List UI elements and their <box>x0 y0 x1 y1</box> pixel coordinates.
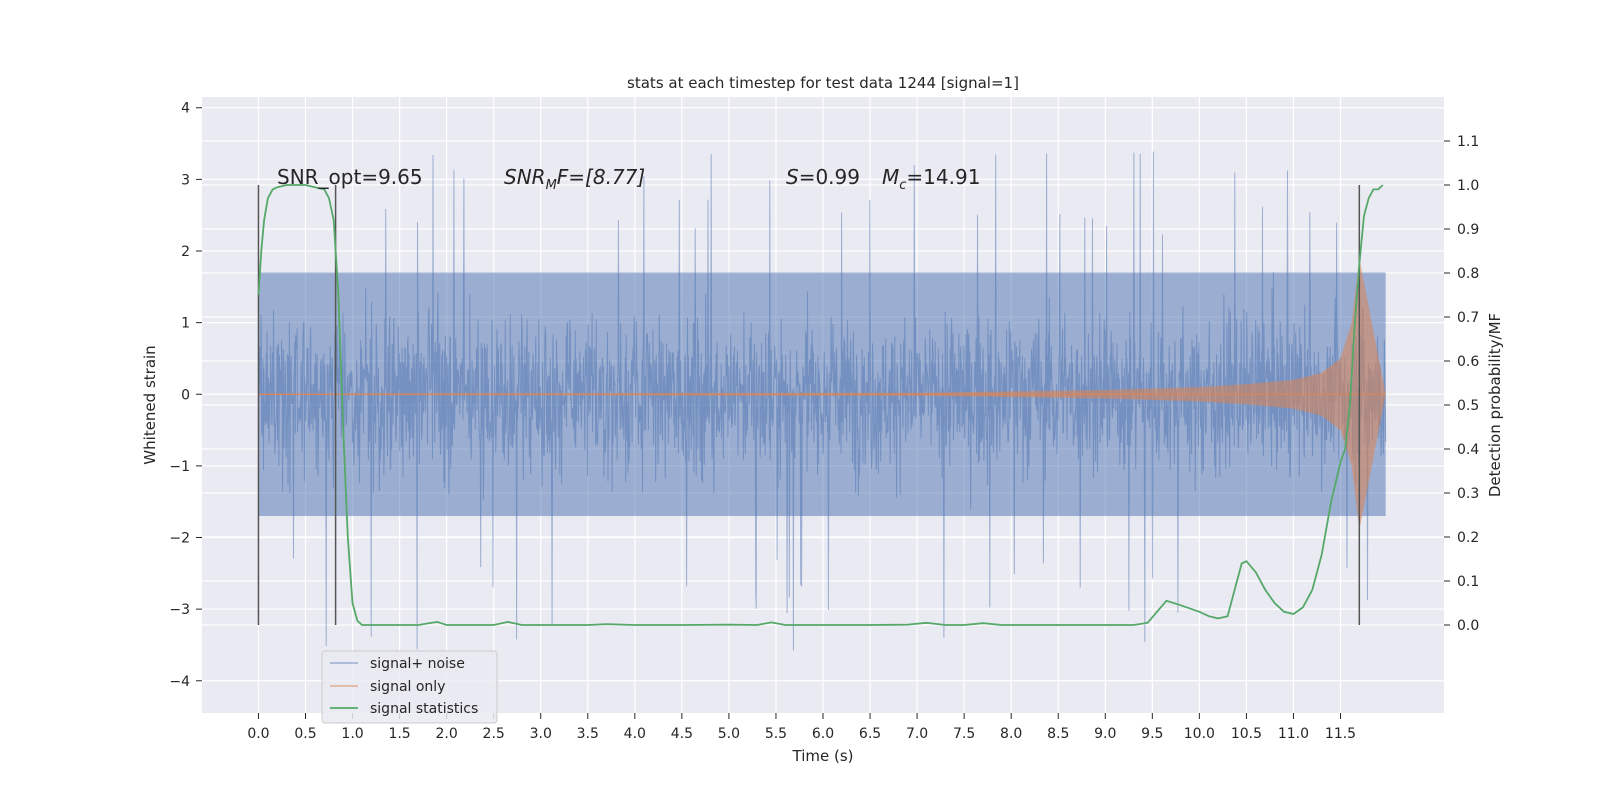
annotation-s-rest: =0.99 <box>799 165 860 189</box>
x-tick-label-5: 2.5 <box>483 726 505 742</box>
y-right-tick-label-1: 0.1 <box>1457 574 1479 590</box>
y-tick-label-2: −2 <box>169 531 190 547</box>
x-tick-label-1: 0.5 <box>294 726 316 742</box>
noise-trace <box>258 151 1387 651</box>
series-signal-statistics <box>257 184 1384 626</box>
legend-box <box>321 650 498 724</box>
x-tick-label-20: 10.0 <box>1184 726 1215 742</box>
chart-title: stats at each timestep for test data 124… <box>627 74 1019 92</box>
y-tick-label-3: −1 <box>169 459 190 475</box>
annotation-s-main: S <box>786 165 799 189</box>
y-tick-label-7: 3 <box>181 172 190 188</box>
x-axis: 0.0 0.5 1.0 1.5 2.0 2.5 3.0 3.5 4.0 4.5 5.0 5.5 6.0 6… <box>247 713 1356 742</box>
y-tick-label-4: 0 <box>181 387 190 403</box>
annotation-s: S=0.99 <box>786 165 860 189</box>
x-tick-label-23: 11.5 <box>1325 726 1356 742</box>
x-tick-label-15: 7.5 <box>953 726 975 742</box>
x-tick-label-4: 2.0 <box>436 726 458 742</box>
annotation-snr-mf-rest: F=[8.77] <box>557 165 645 189</box>
y-axis-left: −4 −3 −2 −1 0 1 2 3 4 <box>169 101 202 690</box>
y-tick-label-8: 4 <box>181 101 190 117</box>
x-tick-label-14: 7.0 <box>906 726 928 742</box>
y-axis-right: 0.0 0.1 0.2 0.3 0.4 0.5 0.6 0.7 0.8 0.9 1.0 1.1 <box>1444 134 1479 634</box>
stats-line <box>257 184 1384 626</box>
y-right-tick-label-5: 0.5 <box>1457 398 1479 414</box>
x-tick-label-17: 8.5 <box>1047 726 1069 742</box>
y-right-tick-label-8: 0.8 <box>1457 266 1479 282</box>
legend-label-signal-only: signal only <box>370 679 445 695</box>
y-right-tick-label-7: 0.7 <box>1457 310 1479 326</box>
y-tick-label-5: 1 <box>181 316 190 332</box>
annotation-mc: Mc=14.91 <box>882 165 980 193</box>
y-right-tick-label-0: 0.0 <box>1457 618 1479 634</box>
x-tick-label-22: 11.0 <box>1278 726 1309 742</box>
annotation-snr-mf-main: SNR <box>504 165 546 189</box>
x-tick-label-12: 6.0 <box>812 726 834 742</box>
series-signal-only <box>258 258 1386 531</box>
x-tick-label-2: 1.0 <box>341 726 363 742</box>
y-right-tick-label-3: 0.3 <box>1457 486 1479 502</box>
x-axis-label: Time (s) <box>792 747 854 765</box>
y-right-tick-label-2: 0.2 <box>1457 530 1479 546</box>
legend-label-signal-statistics: signal statistics <box>370 701 478 717</box>
y-right-tick-label-9: 0.9 <box>1457 222 1479 238</box>
y-right-tick-label-11: 1.1 <box>1457 134 1479 150</box>
x-tick-label-21: 10.5 <box>1231 726 1262 742</box>
y-right-tick-label-4: 0.4 <box>1457 442 1479 458</box>
x-tick-label-0: 0.0 <box>247 726 269 742</box>
x-tick-label-9: 4.5 <box>671 726 693 742</box>
x-tick-label-11: 5.5 <box>765 726 787 742</box>
x-tick-label-13: 6.5 <box>859 726 881 742</box>
x-tick-label-8: 4.0 <box>624 726 646 742</box>
x-tick-label-18: 9.0 <box>1094 726 1116 742</box>
annotation-snr-mf-sub: M <box>546 178 557 193</box>
annotation-mc-main: M <box>882 165 899 189</box>
x-tick-label-16: 8.0 <box>1000 726 1022 742</box>
y-axis-label: Whitened strain <box>141 345 159 464</box>
x-tick-label-10: 5.0 <box>718 726 740 742</box>
annotation-mc-sub: c <box>899 178 906 193</box>
annotation-snr-mf: SNRMF=[8.77] <box>504 165 645 193</box>
y-right-tick-label-6: 0.6 <box>1457 354 1479 370</box>
y-right-tick-label-10: 1.0 <box>1457 178 1479 194</box>
x-tick-label-19: 9.5 <box>1141 726 1163 742</box>
y-axis-right-label: Detection probability/MF <box>1486 313 1504 497</box>
legend-label-signal-plus-noise: signal+ noise <box>370 656 465 672</box>
x-tick-label-7: 3.5 <box>577 726 599 742</box>
y-tick-label-1: −3 <box>169 602 190 618</box>
y-tick-label-6: 2 <box>181 244 190 260</box>
legend: signal+ noise signal only signal statist… <box>321 650 498 724</box>
x-tick-label-6: 3.0 <box>530 726 552 742</box>
y-tick-label-0: −4 <box>169 674 190 690</box>
x-tick-label-3: 1.5 <box>388 726 410 742</box>
annotation-mc-rest: =14.91 <box>906 165 980 189</box>
annotation-snr-opt: SNR_opt=9.65 <box>277 165 423 189</box>
